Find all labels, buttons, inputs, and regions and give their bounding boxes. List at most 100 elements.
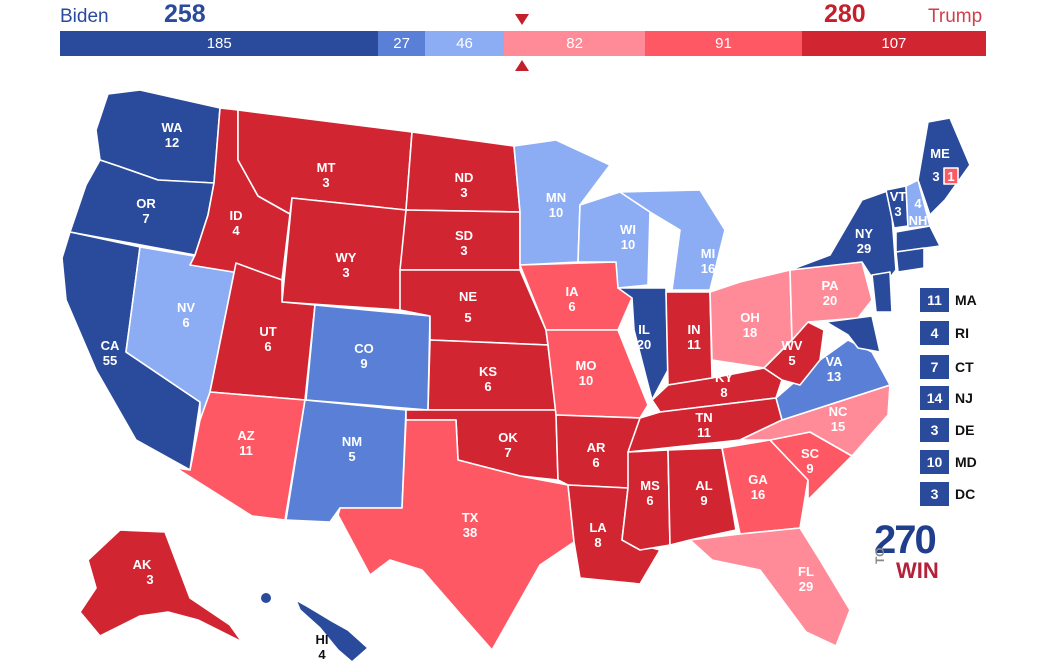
label-wv-abbr: WV [782,338,803,353]
label-or-abbr: OR [136,196,156,211]
label-nh-ev: 4 [914,196,922,211]
label-la-abbr: LA [589,520,607,535]
label-me-ev: 3 [932,169,939,184]
state-me-district[interactable] [943,167,959,185]
state-tx[interactable] [337,419,575,651]
state-me[interactable] [917,117,971,216]
label-ny-abbr: NY [855,226,873,241]
trump-name: Trump [928,6,983,27]
label-sc-ev: 9 [806,461,813,476]
small-state-ma-label: MA [955,292,977,308]
label-ga-abbr: GA [748,472,768,487]
label-il-abbr: IL [638,322,650,337]
label-nd-abbr: ND [455,170,474,185]
label-al-ev: 9 [700,493,707,508]
small-state-ri-label: RI [955,325,969,341]
label-nh-abbr: NH [909,213,928,228]
label-wi-ev: 10 [621,237,635,252]
label-hi-abbr: HI [316,632,329,647]
label-az-ev: 11 [239,443,253,458]
label-az-abbr: AZ [237,428,254,443]
small-state-dc-label: DC [955,486,976,502]
state-al[interactable] [667,447,737,546]
label-il-ev: 20 [637,337,651,352]
small-state-nj-ev[interactable]: 14 [920,386,949,410]
label-oh-abbr: OH [740,310,760,325]
state-nm[interactable] [285,399,407,523]
state-ny[interactable] [789,189,897,291]
label-ms-abbr: MS [640,478,660,493]
label-nc-abbr: NC [829,404,848,419]
state-labels: WA 12 OR 7 CA 55 NV 6 ID 4 MT 3 WY 3 UT … [101,120,955,662]
label-ny-ev: 29 [857,241,871,256]
label-co-ev: 9 [360,356,367,371]
label-wa-abbr: WA [162,120,184,135]
label-nd-ev: 3 [460,185,467,200]
state-nc[interactable] [739,384,891,457]
state-ct-region[interactable] [895,247,925,273]
label-va-abbr: VA [825,354,843,369]
label-ok-ev: 7 [504,445,511,460]
label-ak-ev: 3 [146,572,153,587]
label-ia-abbr: IA [566,284,580,299]
small-state-dc-ev[interactable]: 3 [920,482,949,506]
label-mo-ev: 10 [579,373,593,388]
label-mt-ev: 3 [322,175,329,190]
label-al-abbr: AL [695,478,712,493]
label-ut-ev: 6 [264,339,271,354]
state-mi[interactable] [619,189,726,291]
label-wv-ev: 5 [788,353,795,368]
state-md-de-region[interactable] [825,315,881,353]
label-nv-abbr: NV [177,300,195,315]
label-me-abbr: ME [930,146,950,161]
label-sd-abbr: SD [455,228,473,243]
label-ga-ev: 16 [751,487,765,502]
small-state-ri-ev[interactable]: 4 [920,321,949,345]
small-state-de-label: DE [955,422,975,438]
label-sc-abbr: SC [801,446,820,461]
state-hi[interactable] [295,599,369,663]
bar-segment-lean-rep: 82 [504,31,646,56]
label-ky-abbr: KY [715,370,733,385]
small-state-ma-ev[interactable]: 11 [920,288,949,312]
small-state-ct-label: CT [955,359,974,375]
label-wy-ev: 3 [342,265,349,280]
small-state-de-ev[interactable]: 3 [920,418,949,442]
small-state-ct-ev[interactable]: 7 [920,355,949,379]
state-ma-region[interactable] [895,225,941,253]
state-ga[interactable] [721,439,809,535]
bar-segment-likely-rep: 91 [645,31,802,56]
state-nj-region[interactable] [871,271,893,313]
electoral-vote-bar: 185 27 46 82 91 107 [60,31,986,56]
bar-segment-likely-dem: 27 [378,31,425,56]
trump-total: 280 [824,0,866,28]
label-mo-abbr: MO [576,358,597,373]
state-fl[interactable] [689,527,851,647]
label-vt-abbr: VT [890,189,907,204]
270towin-logo[interactable]: 270 TO WIN [873,520,944,583]
label-nv-ev: 6 [182,315,189,330]
state-ak[interactable] [79,529,243,643]
label-ok-abbr: OK [498,430,518,445]
label-ut-abbr: UT [259,324,276,339]
label-id-abbr: ID [230,208,243,223]
logo-win: WIN [896,558,939,583]
label-vt-ev: 3 [894,204,901,219]
label-tx-ev: 38 [463,525,477,540]
label-tx-abbr: TX [462,510,479,525]
biden-name: Biden [60,6,109,27]
label-in-ev: 11 [687,337,701,352]
label-ne-ev: 5 [464,310,471,325]
small-state-md-ev[interactable]: 10 [920,450,949,474]
label-fl-ev: 29 [799,579,813,594]
label-mn-ev: 10 [549,205,563,220]
state-co[interactable] [305,304,431,411]
label-ne-abbr: NE [459,289,477,304]
label-wy-abbr: WY [336,250,357,265]
label-id-ev: 4 [232,223,240,238]
state-mo[interactable] [545,329,649,419]
label-ia-ev: 6 [568,299,575,314]
label-va-ev: 13 [827,369,841,384]
label-oh-ev: 18 [743,325,757,340]
